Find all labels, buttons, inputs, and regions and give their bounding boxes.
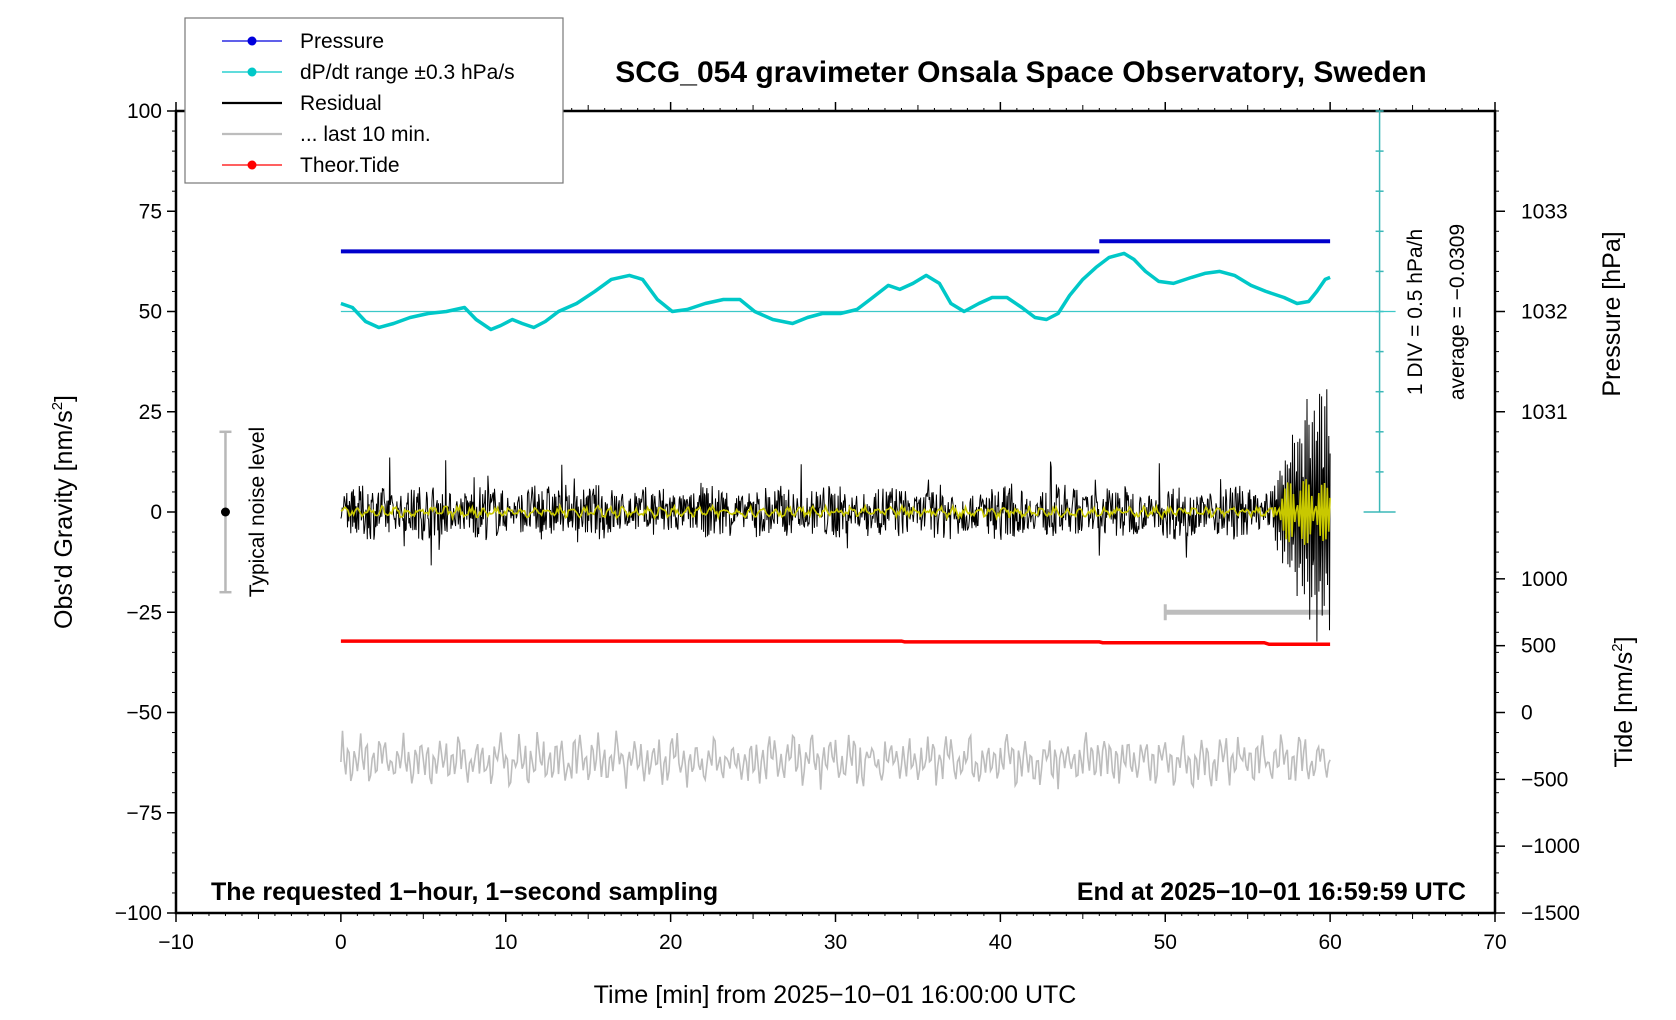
tide-tick-label: 1000 [1521,568,1568,591]
y-axis-title-left-end: ] [50,395,78,402]
legend-label: Pressure [300,30,384,53]
chart-title: SCG_054 gravimeter Onsala Space Observat… [615,56,1427,89]
legend-label: ... last 10 min. [300,123,431,146]
pressure-tick-label: 1033 [1521,200,1568,223]
tide-tick-label: −500 [1521,768,1568,791]
pressure-tick-label: 1031 [1521,401,1568,424]
series-layer [340,239,1396,790]
legend-marker [247,67,257,77]
tide-tick-label: 0 [1521,702,1533,725]
x-tick-label: 0 [335,931,347,954]
note-end-time: End at 2025−10−01 16:59:59 UTC [1077,878,1466,906]
legend-label: dP/dt range ±0.3 hPa/s [300,61,515,84]
y-tick-label: −100 [115,902,162,925]
y-tick-label: 0 [150,501,162,524]
series-last-10-min [340,730,1331,790]
y-axis-title-left-sup: 2 [49,402,66,410]
x-tick-label: 20 [659,931,682,954]
noise-bar-center [220,507,230,517]
axis-ticks: −10 0 10 20 30 40 50 60 701007550250−25−50−75−10… [115,100,1580,954]
x-tick-label: 10 [494,931,517,954]
x-tick-label: 50 [1154,931,1177,954]
tide-tick-label: −1500 [1521,902,1580,925]
x-tick-label: 30 [824,931,847,954]
y-axis-title-tide-text: Tide [nm/s [1610,652,1638,768]
y-tick-label: 50 [139,301,162,324]
pressure-tick-label: 1032 [1521,301,1568,324]
y-axis-title-left: Obs'd Gravity [nm/s2] [49,395,78,629]
y-tick-label: −25 [126,601,162,624]
x-tick-label: 40 [989,931,1012,954]
note-sampling: The requested 1−hour, 1−second sampling [211,878,718,906]
tide-tick-label: −1000 [1521,835,1580,858]
legend-label: Residual [300,92,382,115]
x-axis-title: Time [min] from 2025−10−01 16:00:00 UTC [594,981,1077,1009]
x-tick-label: 70 [1483,931,1506,954]
tide-tick-label: 500 [1521,635,1556,658]
legend-label: Theor.Tide [300,154,400,177]
y-axis-title-tide-end: ] [1610,636,1638,643]
y-tick-label: 75 [139,200,162,223]
series-residual [340,389,1331,642]
legend-marker [247,160,257,170]
y-axis-title-left-text: Obs'd Gravity [nm/s [50,410,78,629]
series-residual-smoothed [340,479,1331,545]
y-axis-title-tide: Tide [nm/s2] [1609,636,1638,767]
scale-note-average: average = −0.0309 [1446,224,1469,400]
y-tick-label: −75 [126,802,162,825]
y-tick-label: −50 [126,702,162,725]
scale-bar [219,110,1396,621]
series-theor-tide [340,639,1331,647]
y-tick-label: 100 [127,100,162,123]
noise-level-label: Typical noise level [246,427,269,597]
legend-marker [247,36,257,46]
x-tick-label: −10 [158,931,194,954]
legend: Pressure dP/dt range ±0.3 hPa/s Residual..… [184,17,564,184]
x-tick-label: 60 [1318,931,1341,954]
legend-box [184,17,564,184]
y-tick-label: 25 [139,401,162,424]
y-axis-title-tide-sup: 2 [1609,643,1626,651]
y-axis-title-pressure: Pressure [hPa] [1598,231,1626,396]
scale-note-div: 1 DIV = 0.5 hPa/h [1404,229,1427,395]
series-dpdt [340,251,1331,332]
